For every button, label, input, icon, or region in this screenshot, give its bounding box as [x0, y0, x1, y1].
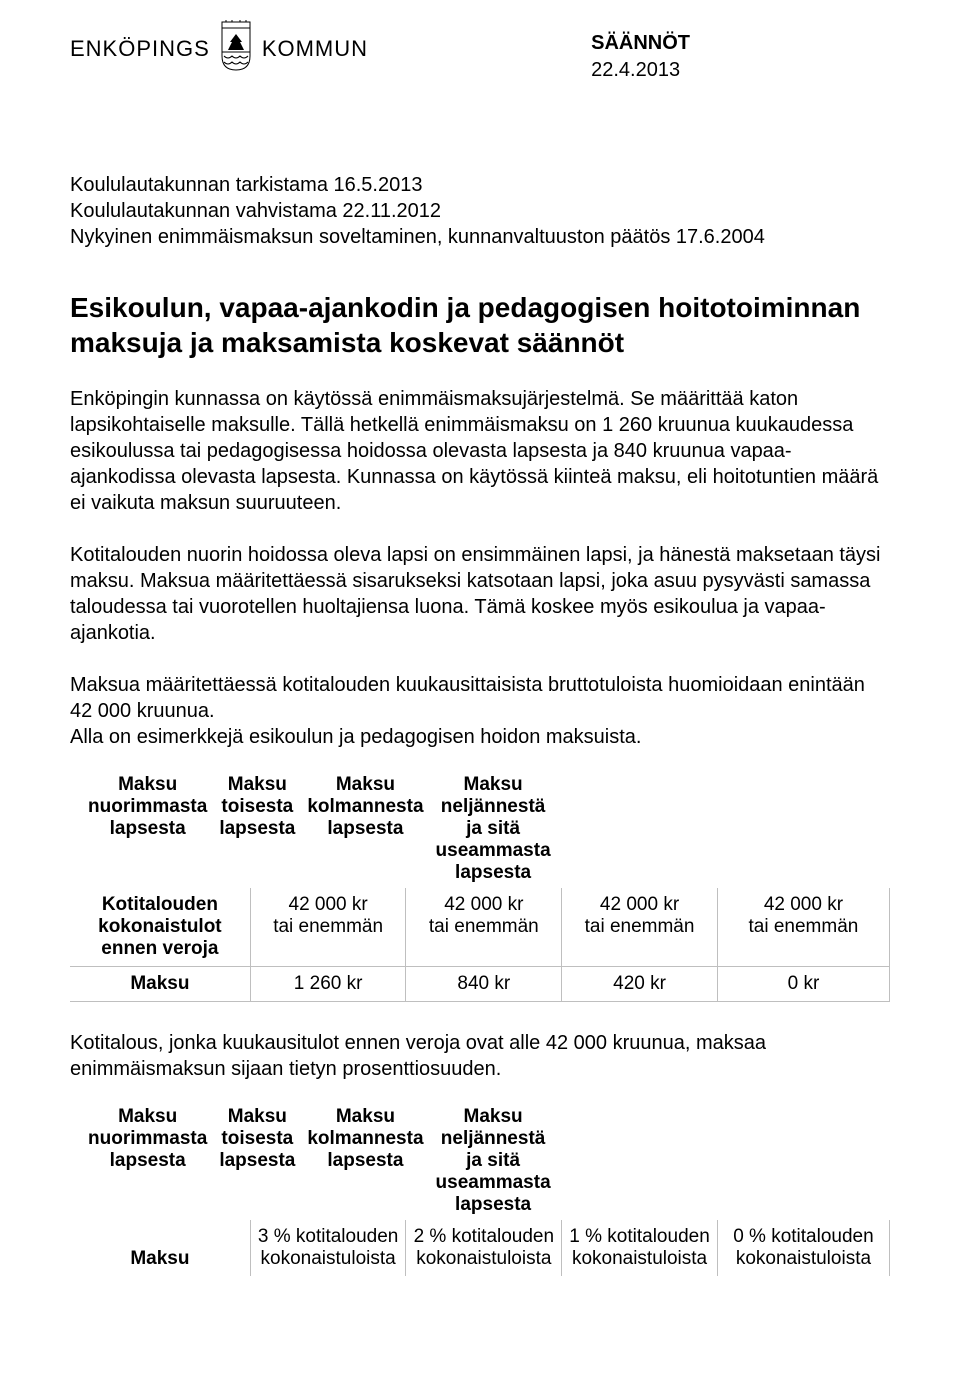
table-row-label: Maksu — [70, 967, 250, 1002]
table-cell: 420 kr — [562, 967, 718, 1002]
header-row: ENKÖPINGS KOMMUN SÄÄNNÖT 22.4. — [70, 20, 890, 82]
meta-line-1: Koululautakunnan tarkistama 16.5.2013 — [70, 172, 890, 198]
table-cell: 42 000 krtai enemmän — [406, 888, 562, 967]
logo-text-left: ENKÖPINGS — [70, 36, 210, 62]
table-row: Kotitalouden kokonaistulot ennen veroja … — [70, 888, 890, 967]
table-cell: 1 % kotitalouden kokonaistuloista — [562, 1220, 718, 1276]
table-cell: 42 000 krtai enemmän — [717, 888, 889, 967]
municipality-logo: ENKÖPINGS KOMMUN — [70, 20, 368, 77]
table-cell: 42 000 krtai enemmän — [562, 888, 718, 967]
table-header-col2: Maksu toisesta lapsesta — [213, 772, 301, 844]
meta-line-2: Koululautakunnan vahvistama 22.11.2012 — [70, 198, 890, 224]
fee-table-2: Maksu nuorimmasta lapsesta Maksu toisest… — [70, 1104, 890, 1276]
fee-table-1: Maksu nuorimmasta lapsesta Maksu toisest… — [70, 772, 890, 1002]
table-row-label: Kotitalouden kokonaistulot ennen veroja — [70, 888, 250, 967]
document-page: ENKÖPINGS KOMMUN SÄÄNNÖT 22.4. — [0, 0, 960, 1375]
table-header-empty — [70, 772, 82, 778]
header-right: SÄÄNNÖT 22.4.2013 — [591, 32, 690, 82]
crest-icon — [216, 20, 256, 77]
table-cell: 1 260 kr — [250, 967, 406, 1002]
table-header-col4: Maksu neljännestä ja sitä useammasta lap… — [430, 772, 557, 888]
table-row: Maksu 3 % kotitalouden kokonaistuloista … — [70, 1220, 890, 1276]
logo-text-right: KOMMUN — [262, 36, 368, 62]
paragraph-3a: Maksua määritettäessä kotitalouden kuuka… — [70, 674, 865, 722]
table-cell: 840 kr — [406, 967, 562, 1002]
document-type: SÄÄNNÖT — [591, 32, 690, 55]
document-date: 22.4.2013 — [591, 59, 690, 82]
table-header-col3: Maksu kolmannesta lapsesta — [301, 1104, 429, 1176]
table-row-label: Maksu — [70, 1220, 250, 1276]
table-header-col3: Maksu kolmannesta lapsesta — [301, 772, 429, 844]
meta-line-3: Nykyinen enimmäismaksun soveltaminen, ku… — [70, 224, 890, 250]
paragraph-1: Enköpingin kunnassa on käytössä enimmäis… — [70, 386, 890, 516]
table-row: Maksu 1 260 kr 840 kr 420 kr 0 kr — [70, 967, 890, 1002]
table-header-col4: Maksu neljännestä ja sitä useammasta lap… — [430, 1104, 557, 1220]
table-cell: 42 000 krtai enemmän — [250, 888, 406, 967]
table-header-col2: Maksu toisesta lapsesta — [213, 1104, 301, 1176]
table-header-col1: Maksu nuorimmasta lapsesta — [82, 772, 213, 844]
paragraph-2: Kotitalouden nuorin hoidossa oleva lapsi… — [70, 542, 890, 646]
table-row: Maksu nuorimmasta lapsesta Maksu toisest… — [70, 1104, 250, 1220]
paragraph-3: Maksua määritettäessä kotitalouden kuuka… — [70, 672, 890, 750]
between-tables-text: Kotitalous, jonka kuukausitulot ennen ve… — [70, 1030, 890, 1082]
table-cell: 2 % kotitalouden kokonaistuloista — [406, 1220, 562, 1276]
table-cell: 3 % kotitalouden kokonaistuloista — [250, 1220, 406, 1276]
table-header-col1: Maksu nuorimmasta lapsesta — [82, 1104, 213, 1176]
table-header-empty — [70, 1104, 82, 1110]
table-cell: 0 kr — [717, 967, 889, 1002]
table-row: Maksu nuorimmasta lapsesta Maksu toisest… — [70, 772, 250, 888]
meta-block: Koululautakunnan tarkistama 16.5.2013 Ko… — [70, 172, 890, 250]
table-cell: 0 % kotitalouden kokonaistuloista — [717, 1220, 889, 1276]
page-title: Esikoulun, vapaa-ajankodin ja pedagogise… — [70, 290, 890, 360]
paragraph-3b: Alla on esimerkkejä esikoulun ja pedagog… — [70, 726, 641, 748]
